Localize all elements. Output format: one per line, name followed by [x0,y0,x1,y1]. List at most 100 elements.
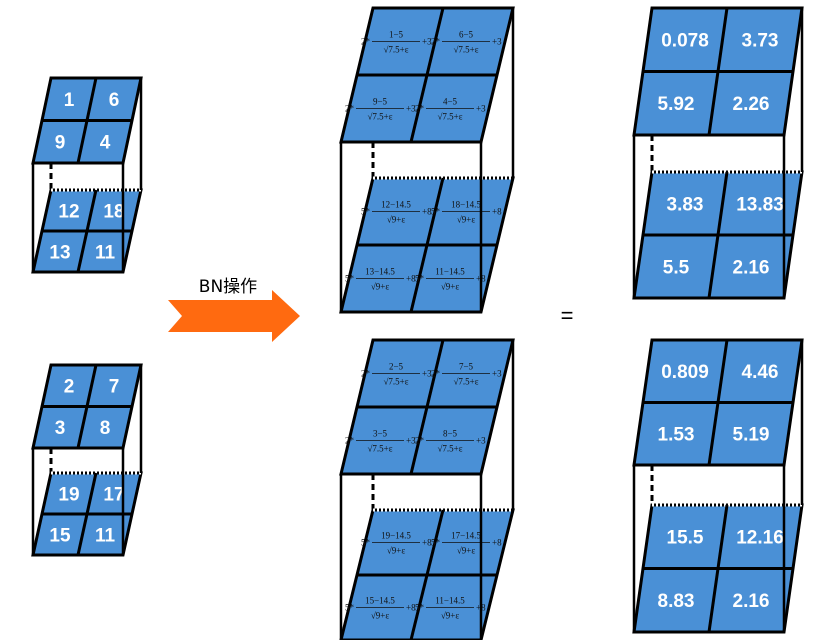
formula-suffix: +8 [422,538,432,548]
formula-suffix: +8 [492,207,502,217]
formula-denominator: √7.5+ε [437,112,462,122]
formula-numerator: 17−14.5 [451,531,481,541]
result-value: 2.16 [733,591,770,612]
formula-suffix: +3 [422,37,432,47]
result-block-1: 3.83 13.83 5.5 2.16 0.078 3.73 5.92 2.26 [632,6,804,300]
cell-divider [76,472,98,556]
formula-prefix: 2* [345,436,355,446]
input-value: 17 [103,484,124,505]
result-value: 3.83 [667,194,704,215]
formula-prefix: 2* [415,436,425,446]
formula-denominator: √9+ε [371,282,390,292]
input-value: 6 [109,90,120,111]
formula-prefix: 2* [361,37,371,47]
formula-cell: 2* 9−5 √7.5+ε +3 [345,97,416,122]
input-value: 13 [49,242,70,263]
cell-divider [76,189,98,273]
input-block-2: 19 17 15 11 2 7 3 8 [31,363,143,557]
result-value: 8.83 [658,591,695,612]
formula-prefix: 5* [345,274,355,284]
result-value: 0.078 [661,31,709,52]
formula-denominator: √9+ε [371,611,390,621]
formula-suffix: +8 [406,603,416,613]
formula-numerator: 6−5 [459,30,474,40]
arrow-label: BN操作 [199,277,257,297]
formula-numerator: 7−5 [459,362,474,372]
formula-prefix: 5* [431,538,441,548]
formula-block-2: 5*19−14.5√9+ε+8 5*17−14.5√9+ε+85*15−14.5√… [339,338,515,640]
formula-prefix: 5* [345,603,355,613]
formula-cell: 5* 19−14.5 √9+ε +8 [361,531,432,556]
input-value: 15 [49,525,71,546]
formula-cell: 2* 8−5 √7.5+ε +3 [415,429,486,454]
formula-suffix: +3 [476,436,486,446]
formula-numerator: 19−14.5 [381,531,411,541]
input-value: 18 [103,201,124,222]
formula-denominator: √7.5+ε [453,377,478,387]
cell-divider [409,339,445,475]
formula-cell: 2* 7−5 √7.5+ε +3 [431,362,502,387]
formula-numerator: 13−14.5 [365,267,395,277]
result-value: 4.46 [742,362,779,383]
formula-numerator: 4−5 [443,97,458,107]
formula-numerator: 3−5 [373,429,388,439]
formula-numerator: 12−14.5 [381,200,411,210]
cell-divider [707,339,729,466]
formula-numerator: 11−14.5 [435,267,465,277]
formula-prefix: 5* [361,207,371,217]
formula-suffix: +3 [476,104,486,114]
formula-prefix: 5* [431,207,441,217]
formula-prefix: 2* [415,104,425,114]
input-value: 11 [95,525,116,546]
formula-cell: 2* 2−5 √7.5+ε +3 [361,362,432,387]
result-value: 5.92 [658,94,695,115]
result-value: 15.5 [667,528,704,549]
cell-divider [76,364,98,449]
formula-prefix: 5* [415,603,425,613]
input-value: 1 [64,90,75,111]
formula-suffix: +3 [406,436,416,446]
formula-cell: 5* 13−14.5 √9+ε +8 [345,267,416,292]
input-value: 12 [58,201,79,222]
formula-suffix: +3 [492,369,502,379]
equals-sign: = [561,303,574,328]
formula-prefix: 2* [431,37,441,47]
formula-denominator: √7.5+ε [383,377,408,387]
result-value: 2.26 [733,94,770,115]
result-value: 12.16 [736,528,784,549]
input-value: 3 [55,418,66,439]
formula-prefix: 5* [361,538,371,548]
formula-suffix: +3 [492,37,502,47]
formula-block-1: 5*12−14.5√9+ε+8 5*18−14.5√9+ε+85*13−14.5√… [339,6,515,314]
arrow-icon [168,290,300,342]
input-value: 2 [64,377,75,398]
cell-divider [409,509,445,640]
formula-denominator: √9+ε [441,282,460,292]
result-value: 3.73 [742,31,779,52]
formula-suffix: +8 [406,274,416,284]
formula-prefix: 2* [345,104,355,114]
formula-denominator: √9+ε [387,215,406,225]
formula-prefix: 5* [415,274,425,284]
input-value: 11 [95,242,116,263]
formula-prefix: 2* [361,369,371,379]
input-value: 9 [55,133,66,154]
cell-divider [409,177,445,313]
formula-denominator: √9+ε [457,546,476,556]
result-value: 0.809 [661,362,709,383]
formula-denominator: √9+ε [457,215,476,225]
formula-suffix: +3 [406,104,416,114]
formula-suffix: +8 [492,538,502,548]
formula-denominator: √9+ε [387,546,406,556]
formula-numerator: 9−5 [373,97,388,107]
formula-cell: 2* 3−5 √7.5+ε +3 [345,429,416,454]
formula-suffix: +8 [422,207,432,217]
formula-denominator: √7.5+ε [437,444,462,454]
formula-denominator: √7.5+ε [383,45,408,55]
cell-divider [76,77,98,164]
input-value: 4 [100,133,111,154]
cell-divider [707,504,729,633]
formula-suffix: +3 [422,369,432,379]
